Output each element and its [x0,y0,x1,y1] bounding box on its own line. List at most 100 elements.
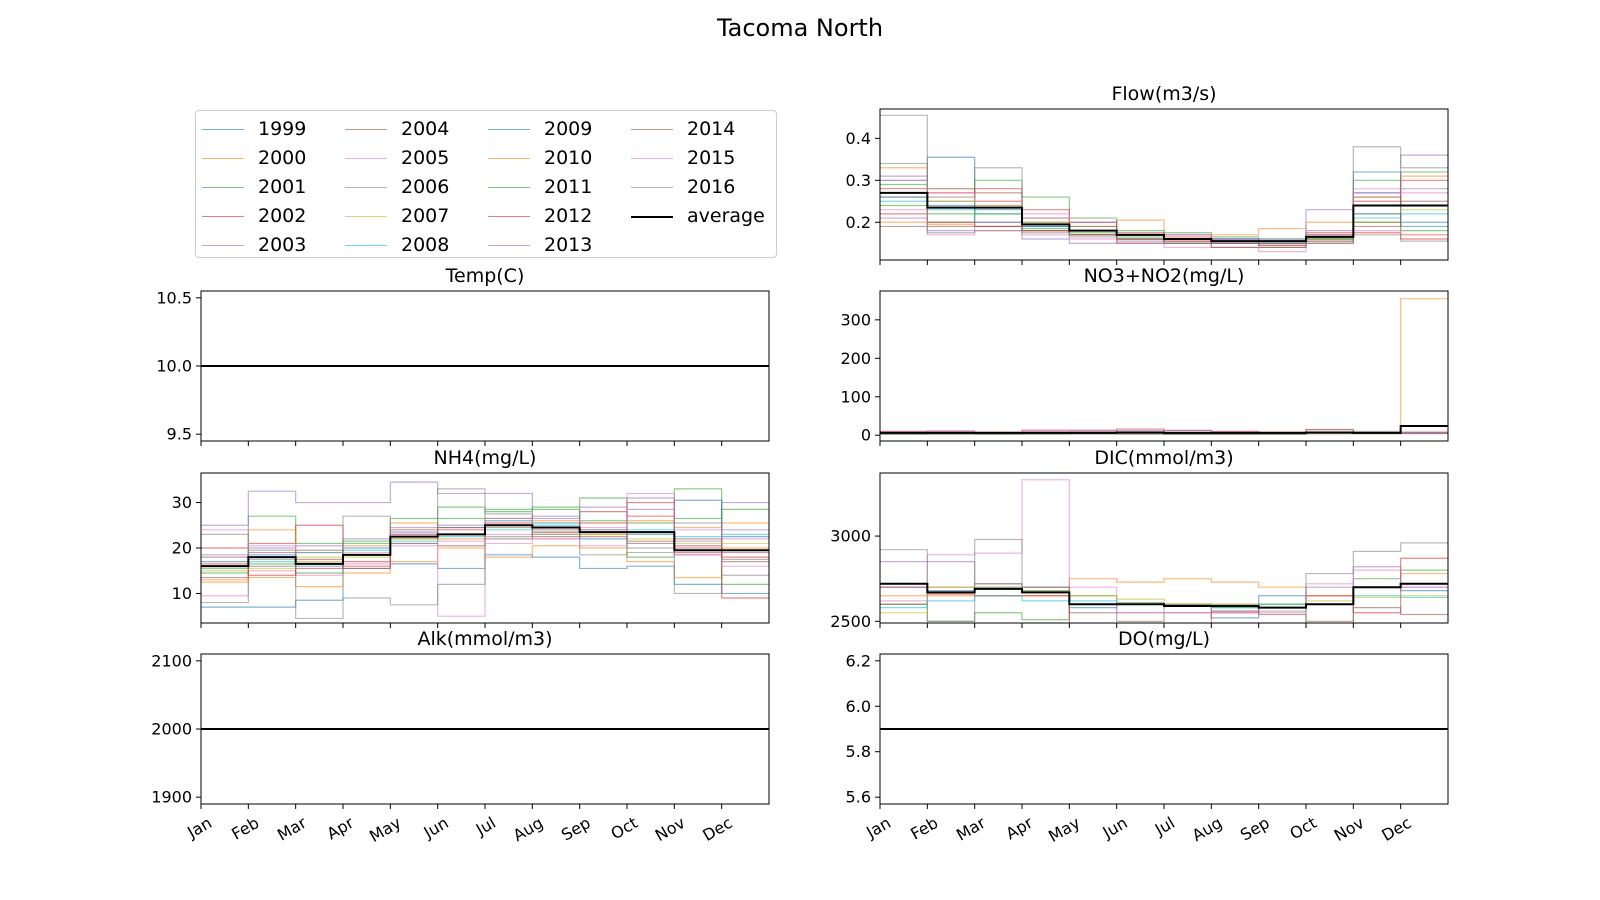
y-tick-label: 30 [172,493,192,512]
x-tick-label: Jun [1099,813,1131,842]
x-tick-label: Jun [420,813,452,842]
legend-label: 2002 [258,205,307,227]
figure-title: Tacoma North [716,14,883,42]
x-tick-label: Nov [652,813,689,845]
legend-item-2003: 2003 [202,231,345,260]
panel-title: Flow(m3/s) [1111,83,1216,105]
legend-item-2005: 2005 [345,144,488,173]
y-tick-label: 100 [840,387,871,406]
average-line [880,582,1448,609]
legend-swatch [488,245,530,246]
legend-item-2012: 2012 [488,202,631,231]
series-group [880,114,1448,253]
y-tick-label: 5.8 [846,742,871,761]
legend-item-2014: 2014 [631,115,774,144]
panel-nh4-mg-l: 10 20 30 NH4(mg/L) [172,447,770,628]
legend-swatch [488,216,530,217]
series-group [201,481,769,620]
panel-title: NH4(mg/L) [434,447,537,469]
plot-frame [879,290,1449,442]
x-tick-label: Jan [183,813,215,842]
legend-label: 2013 [544,234,593,256]
y-tick-label: 1900 [151,788,192,807]
legend-label: 2007 [401,205,450,227]
legend-item-2011: 2011 [488,173,631,202]
x-tick-label: Sep [1237,813,1273,845]
panel-title: DIC(mmol/m3) [1094,447,1233,469]
legend-swatch [631,158,673,159]
legend-item-2016: 2016 [631,173,774,202]
x-tick-label: Apr [324,813,358,844]
panel-temp-c: 9.5 10.0 10.5 Temp(C) [156,265,770,446]
y-tick-label: 0.2 [846,213,871,232]
x-tick-label: Oct [1287,813,1320,843]
x-tick-label: Mar [953,813,989,845]
y-tick-label: 10.0 [156,357,192,376]
panel-no3-no2-mg-l: 0 100 200 300 NO3+NO2(mg/L) [840,265,1449,446]
x-tick-label: May [1045,813,1083,846]
legend-label: 2015 [687,147,736,169]
legend-item-2007: 2007 [345,202,488,231]
legend-item-average: average [631,202,774,231]
y-tick-label: 10 [172,584,192,603]
legend-item-2008: 2008 [345,231,488,260]
average-line [880,191,1448,243]
y-tick-label: 2000 [151,720,192,739]
legend-item-2002: 2002 [202,202,345,231]
legend-label: 2011 [544,176,593,198]
x-tick-label: Sep [558,813,594,845]
legend-label: 2009 [544,118,593,140]
series-line-2016 [880,114,1448,249]
legend-label: average [687,205,765,227]
y-tick-label: 200 [840,349,871,368]
x-tick-label: Jan [862,813,894,842]
series-line-2006 [880,429,1448,436]
y-tick-label: 5.6 [846,788,871,807]
panel-alk-mmol-m3: 1900 2000 2100 Jan Feb Mar Apr May Jun Jul Aug Sep O… [151,628,770,846]
legend-swatch [631,215,673,218]
average-line [880,425,1448,434]
legend-grid: 1999 2000 2001 2002 2003 2004 2005 2006 2007 2008… [202,115,774,260]
x-tick-label: Jul [472,813,499,840]
legend-label: 2010 [544,147,593,169]
y-tick-label: 6.2 [846,651,871,670]
y-tick-label: 20 [172,539,192,558]
panel-flow-m3-s: 0.2 0.3 0.4 Flow(m3/s) [846,83,1449,265]
y-tick-label: 10.5 [156,288,192,307]
legend-swatch [202,245,244,246]
series-group [880,479,1448,623]
legend-swatch [202,129,244,130]
legend-swatch [202,187,244,188]
x-tick-label: Feb [907,813,941,844]
x-tick-label: Nov [1331,813,1368,845]
y-tick-label: 9.5 [167,425,192,444]
series-line-2002 [880,179,1448,244]
legend-label: 2012 [544,205,593,227]
legend-swatch [345,129,387,130]
series-line-2006 [201,531,769,620]
x-tick-label: Oct [608,813,641,843]
panel-do-mg-l: 5.6 5.8 6.0 6.2 Jan Feb Mar Apr May Jun Jul Aug Sep O… [846,628,1449,846]
legend-item-2010: 2010 [488,144,631,173]
legend-item-2000: 2000 [202,144,345,173]
y-tick-label: 0.4 [846,129,871,148]
panel-dic-mmol-m3: 2500 3000 DIC(mmol/m3) [830,447,1449,631]
legend-label: 2004 [401,118,450,140]
series-group [880,298,1448,436]
panel-title: Temp(C) [445,265,525,287]
y-tick-label: 2100 [151,651,192,670]
average-line [201,524,769,568]
legend-swatch [631,187,673,188]
x-tick-label: Aug [510,813,547,845]
legend-swatch [631,129,673,130]
legend-label: 1999 [258,118,307,140]
x-tick-label: Dec [699,813,735,845]
panel-title: Alk(mmol/m3) [417,628,552,650]
legend-item-2013: 2013 [488,231,631,260]
x-tick-label: Mar [274,813,310,845]
y-tick-label: 3000 [830,527,871,546]
legend-swatch [345,187,387,188]
y-tick-label: 2500 [830,612,871,631]
y-tick-label: 6.0 [846,697,871,716]
